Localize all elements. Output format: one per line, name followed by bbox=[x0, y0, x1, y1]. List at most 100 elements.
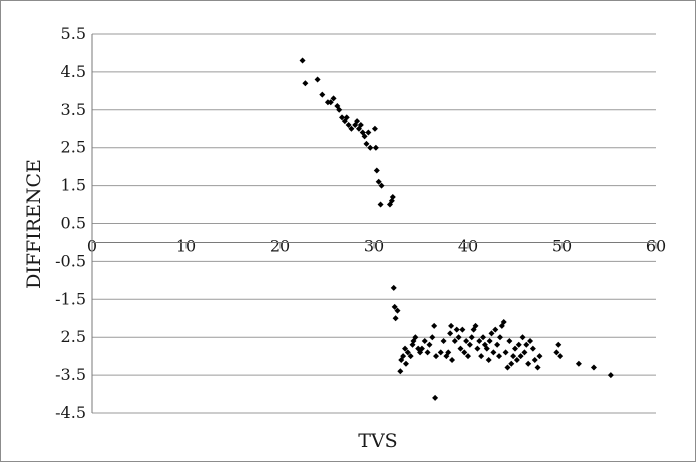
y-tick-label: 2.5 bbox=[61, 327, 86, 346]
x-tick-labels: 0 10 20 30 40 50 60 bbox=[87, 236, 666, 255]
y-tick-label: 3.5 bbox=[61, 100, 86, 119]
y-tick-labels: 5.5 4.5 3.5 2.5 1.5 0.5 -0.5 -1.5 2.5 -3.5 -4.5 bbox=[55, 24, 86, 422]
data-point bbox=[421, 337, 428, 344]
data-point bbox=[429, 334, 436, 341]
data-point bbox=[354, 118, 361, 125]
y-tick-label: 4.5 bbox=[61, 62, 86, 81]
data-point bbox=[447, 330, 454, 337]
data-point bbox=[529, 345, 536, 352]
data-point bbox=[402, 345, 409, 352]
data-point bbox=[461, 349, 468, 356]
data-point bbox=[494, 341, 501, 348]
data-point bbox=[367, 144, 374, 151]
data-point bbox=[348, 125, 355, 132]
data-point bbox=[553, 349, 560, 356]
data-point bbox=[517, 353, 524, 360]
data-point bbox=[407, 353, 414, 360]
data-point bbox=[392, 315, 399, 322]
data-point bbox=[483, 345, 490, 352]
data-point bbox=[496, 334, 503, 341]
data-point bbox=[339, 114, 346, 121]
data-point bbox=[480, 334, 487, 341]
data-point bbox=[508, 360, 515, 367]
data-point bbox=[510, 353, 517, 360]
data-point bbox=[500, 319, 507, 326]
data-point bbox=[468, 334, 475, 341]
data-point bbox=[506, 337, 513, 344]
data-point bbox=[486, 337, 493, 344]
data-point bbox=[440, 337, 447, 344]
data-point bbox=[449, 356, 456, 363]
data-point bbox=[397, 368, 404, 375]
data-point bbox=[448, 322, 455, 329]
data-point bbox=[394, 307, 401, 314]
data-point bbox=[357, 121, 364, 128]
data-point bbox=[488, 330, 495, 337]
data-point bbox=[314, 76, 321, 83]
data-point bbox=[330, 95, 337, 102]
data-point bbox=[575, 360, 582, 367]
data-point bbox=[433, 353, 440, 360]
data-point bbox=[519, 334, 526, 341]
y-tick-label: 2.5 bbox=[61, 138, 86, 157]
y-tick-label: -4.5 bbox=[55, 403, 86, 422]
data-point bbox=[523, 341, 530, 348]
data-point bbox=[466, 341, 473, 348]
data-point bbox=[390, 284, 397, 291]
y-tick-label: -0.5 bbox=[55, 251, 86, 270]
data-point bbox=[389, 193, 396, 200]
data-point bbox=[424, 349, 431, 356]
data-point bbox=[319, 91, 326, 98]
data-point bbox=[327, 99, 334, 106]
data-point bbox=[476, 337, 483, 344]
data-points bbox=[299, 57, 614, 401]
gridlines bbox=[92, 33, 656, 414]
data-point bbox=[302, 80, 309, 87]
data-point bbox=[402, 360, 409, 367]
data-point bbox=[378, 182, 385, 189]
data-point bbox=[521, 349, 528, 356]
data-point bbox=[361, 133, 368, 140]
data-point bbox=[463, 337, 470, 344]
data-point bbox=[557, 353, 564, 360]
data-point bbox=[391, 303, 398, 310]
data-point bbox=[474, 345, 481, 352]
data-point bbox=[377, 201, 384, 208]
data-point bbox=[345, 121, 352, 128]
data-point bbox=[418, 345, 425, 352]
data-point bbox=[472, 322, 479, 329]
data-point bbox=[492, 326, 499, 333]
data-point bbox=[299, 57, 306, 64]
data-point bbox=[527, 337, 534, 344]
data-point bbox=[531, 356, 538, 363]
data-point bbox=[525, 360, 532, 367]
data-point bbox=[426, 341, 433, 348]
y-tick-label: 0.5 bbox=[61, 214, 86, 233]
data-point bbox=[485, 356, 492, 363]
data-point bbox=[457, 345, 464, 352]
data-point bbox=[496, 353, 503, 360]
data-point bbox=[502, 349, 509, 356]
data-point bbox=[453, 326, 460, 333]
data-point bbox=[478, 353, 485, 360]
data-point bbox=[607, 372, 614, 379]
data-point bbox=[437, 349, 444, 356]
data-point bbox=[365, 129, 372, 136]
data-point bbox=[336, 106, 343, 113]
data-point bbox=[465, 353, 471, 360]
data-point bbox=[515, 341, 522, 348]
data-point bbox=[455, 334, 462, 341]
data-point bbox=[404, 349, 411, 356]
data-point bbox=[412, 334, 419, 341]
data-point bbox=[555, 341, 562, 348]
x-axis-title: TVS bbox=[358, 430, 397, 452]
y-axis-title: DIFFIRENCE bbox=[23, 159, 45, 289]
data-point bbox=[432, 394, 439, 401]
data-point bbox=[363, 140, 370, 147]
y-tick-label: -3.5 bbox=[55, 365, 86, 384]
y-tick-label: -1.5 bbox=[55, 289, 86, 308]
data-point bbox=[451, 337, 458, 344]
data-point bbox=[590, 364, 597, 371]
